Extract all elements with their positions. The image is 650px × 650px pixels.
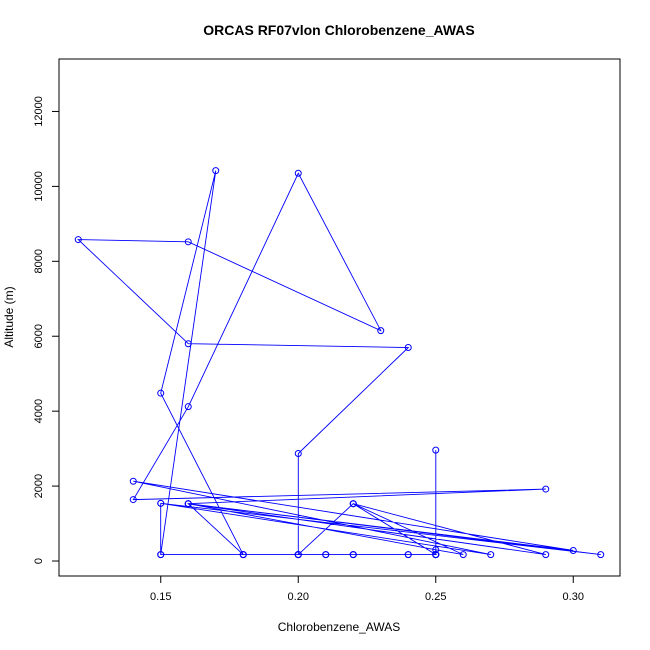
x-axis-label: Chlorobenzene_AWAS <box>278 620 401 634</box>
y-tick-label: 0 <box>33 558 45 564</box>
data-point <box>239 551 247 559</box>
x-tick-label: 0.30 <box>563 591 584 603</box>
chart-title: ORCAS RF07vlon Chlorobenzene_AWAS <box>203 22 474 38</box>
data-point <box>404 343 412 351</box>
data-point <box>157 389 165 397</box>
data-point <box>377 327 385 335</box>
data-point <box>432 446 440 454</box>
y-tick-label: 4000 <box>33 399 45 423</box>
x-tick-label: 0.20 <box>288 591 309 603</box>
data-point <box>184 238 192 246</box>
x-tick-label: 0.25 <box>425 591 446 603</box>
data-point <box>184 403 192 411</box>
data-point <box>322 551 330 559</box>
data-point <box>294 449 302 457</box>
data-point <box>294 169 302 177</box>
x-tick-label: 0.15 <box>150 591 171 603</box>
data-point <box>542 551 550 559</box>
data-point <box>184 340 192 348</box>
data-point <box>542 485 550 493</box>
y-tick-label: 6000 <box>33 324 45 348</box>
data-point <box>349 500 357 508</box>
y-tick-label: 2000 <box>33 474 45 498</box>
data-point <box>597 551 605 559</box>
data-point <box>157 499 165 507</box>
data-point <box>432 551 440 559</box>
data-point <box>487 551 495 559</box>
series-layer <box>74 167 605 559</box>
data-point <box>157 551 165 559</box>
data-point <box>294 551 302 559</box>
x-axis: 0.15 0.20 0.25 0.30 <box>150 575 584 603</box>
plot-frame <box>58 58 621 577</box>
data-point <box>349 551 357 559</box>
y-tick-label: 12000 <box>33 96 45 127</box>
y-axis-label: Altitude (m) <box>2 286 16 347</box>
data-point <box>129 496 137 504</box>
data-point <box>129 477 137 485</box>
data-point <box>212 167 220 175</box>
y-tick-label: 10000 <box>33 171 45 202</box>
data-point <box>569 547 577 555</box>
data-point <box>459 551 467 559</box>
data-point <box>184 500 192 508</box>
data-point <box>432 546 440 554</box>
data-point <box>404 551 412 559</box>
series-line <box>77 170 601 556</box>
y-axis: 0 2000 4000 6000 8000 10000 12000 <box>33 96 60 564</box>
data-point <box>74 236 82 244</box>
y-tick-label: 8000 <box>33 249 45 273</box>
